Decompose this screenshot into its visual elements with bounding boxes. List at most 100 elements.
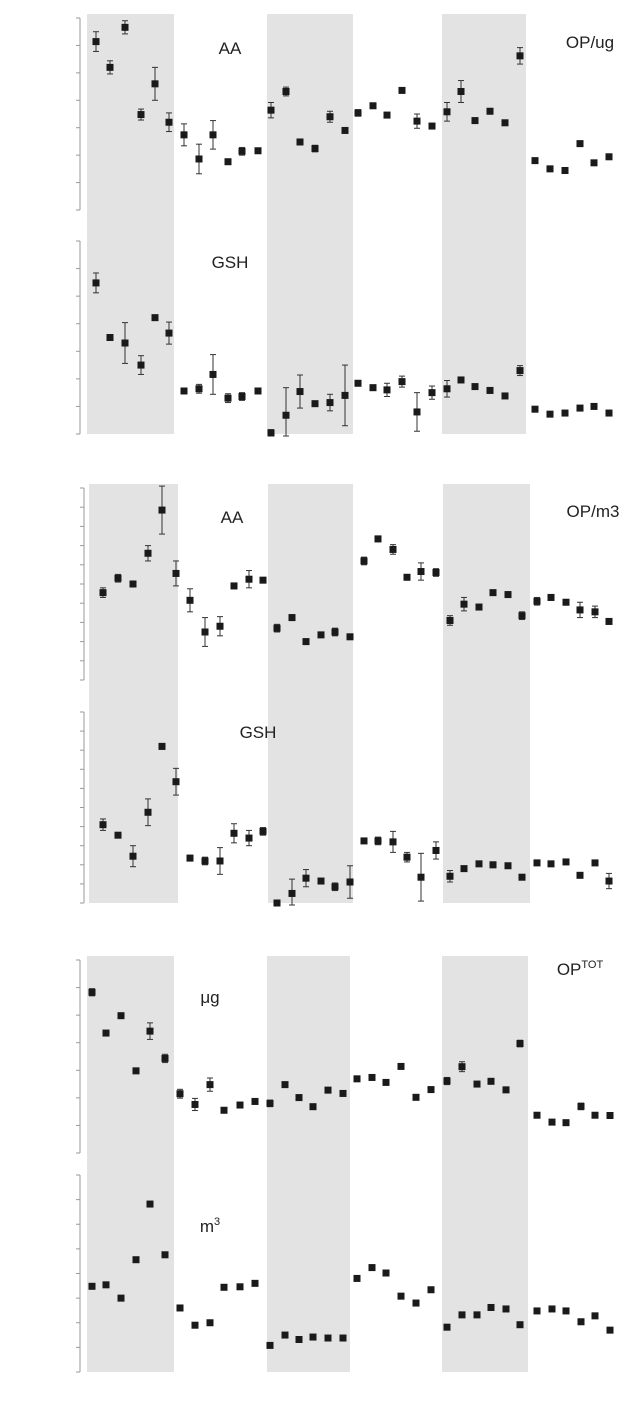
- data-point: [487, 1077, 495, 1085]
- data-point: [591, 859, 599, 867]
- data-point: [216, 622, 224, 630]
- data-point: [201, 857, 209, 865]
- data-point: [191, 1321, 199, 1329]
- panel-title-text: OP/ug: [566, 33, 614, 52]
- data-point: [172, 569, 180, 577]
- data-point: [605, 153, 613, 161]
- data-point: [354, 109, 362, 117]
- data-point: [458, 1063, 466, 1071]
- data-point: [341, 391, 349, 399]
- data-point: [473, 1311, 481, 1319]
- data-point: [129, 852, 137, 860]
- data-point: [374, 535, 382, 543]
- data-point: [309, 1333, 317, 1341]
- data-point: [502, 1086, 510, 1094]
- data-point: [590, 159, 598, 167]
- data-point: [562, 858, 570, 866]
- data-point: [92, 38, 100, 46]
- data-point: [324, 1086, 332, 1094]
- data-point: [195, 155, 203, 163]
- data-point: [561, 167, 569, 175]
- data-point: [238, 393, 246, 401]
- data-point: [428, 389, 436, 397]
- data-point: [591, 1312, 599, 1320]
- subplot-title: GSH: [212, 253, 249, 272]
- data-point: [273, 624, 281, 632]
- data-point: [309, 1103, 317, 1111]
- data-point: [180, 131, 188, 139]
- data-point: [561, 409, 569, 417]
- shade-band-joanic: [87, 14, 174, 434]
- data-point: [413, 408, 421, 416]
- data-point: [354, 379, 362, 387]
- data-point: [446, 872, 454, 880]
- data-point: [590, 402, 598, 410]
- panel-title-superscript: TOT: [581, 959, 603, 971]
- data-point: [460, 600, 468, 608]
- subplot-title-superscript: 3: [214, 1216, 220, 1228]
- shade-band-sagrera: [442, 14, 526, 434]
- panel-title: OPTOT: [557, 959, 604, 979]
- data-point: [146, 1200, 154, 1208]
- data-point: [331, 883, 339, 891]
- data-point: [413, 117, 421, 125]
- data-point: [251, 1279, 259, 1287]
- panel-title: OP/m3: [567, 502, 620, 521]
- labels: OP/ug AA GSH OP/m3 AA GSH OPTOT μg m3: [200, 33, 620, 1236]
- data-point: [533, 859, 541, 867]
- data-point: [531, 157, 539, 165]
- data-point: [311, 400, 319, 408]
- subplot-title: GSH: [240, 723, 277, 742]
- data-point: [102, 1281, 110, 1289]
- data-point: [605, 877, 613, 885]
- data-point: [428, 122, 436, 130]
- data-point: [132, 1256, 140, 1264]
- data-point: [412, 1093, 420, 1101]
- data-point: [273, 899, 281, 907]
- data-point: [501, 119, 509, 127]
- data-point: [562, 1307, 570, 1315]
- data-point: [161, 1054, 169, 1062]
- subplot-title: m3: [200, 1216, 220, 1236]
- data-point: [562, 598, 570, 606]
- data-point: [397, 1292, 405, 1300]
- data-point: [245, 834, 253, 842]
- data-point: [504, 591, 512, 599]
- data-point: [137, 111, 145, 119]
- data-point: [591, 1111, 599, 1119]
- data-point: [295, 1335, 303, 1343]
- data-point: [346, 633, 354, 641]
- data-point: [281, 1081, 289, 1089]
- data-point: [267, 106, 275, 114]
- data-point: [281, 1331, 289, 1339]
- data-point: [245, 575, 253, 583]
- data-point: [516, 52, 524, 60]
- data-point: [547, 860, 555, 868]
- data-point: [458, 1311, 466, 1319]
- data-point: [176, 1090, 184, 1098]
- data-point: [282, 88, 290, 96]
- data-point: [353, 1075, 361, 1083]
- data-point: [403, 573, 411, 581]
- data-point: [117, 1012, 125, 1020]
- data-point: [398, 378, 406, 386]
- shaded-site-bands: [87, 14, 530, 1372]
- data-point: [417, 568, 425, 576]
- data-point: [427, 1286, 435, 1294]
- data-point: [389, 545, 397, 553]
- data-point: [605, 409, 613, 417]
- data-point: [88, 988, 96, 996]
- data-point: [427, 1086, 435, 1094]
- data-point: [254, 147, 262, 155]
- data-point: [176, 1304, 184, 1312]
- data-point: [224, 158, 232, 166]
- data-point: [443, 1077, 451, 1085]
- data-point: [88, 1282, 96, 1290]
- data-point: [209, 131, 217, 139]
- data-point: [397, 1062, 405, 1070]
- data-point: [576, 404, 584, 412]
- data-point: [368, 1073, 376, 1081]
- data-point: [137, 361, 145, 369]
- data-point: [121, 23, 129, 31]
